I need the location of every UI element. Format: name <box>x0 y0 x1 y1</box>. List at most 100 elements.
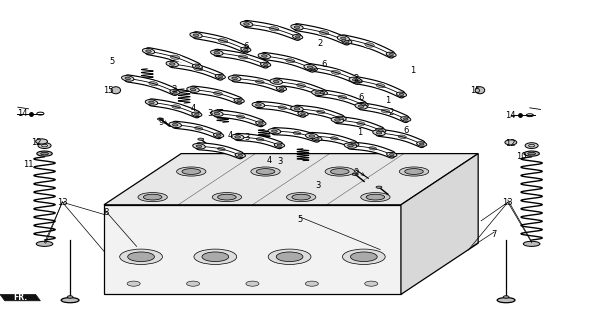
Ellipse shape <box>138 193 168 202</box>
Text: 9: 9 <box>354 168 359 177</box>
Text: 1: 1 <box>410 66 415 75</box>
Ellipse shape <box>268 249 311 264</box>
Ellipse shape <box>167 53 184 61</box>
Ellipse shape <box>345 40 349 43</box>
Ellipse shape <box>399 93 404 95</box>
Ellipse shape <box>143 48 154 54</box>
Ellipse shape <box>169 63 175 65</box>
Text: 4: 4 <box>267 156 271 165</box>
Ellipse shape <box>187 87 200 92</box>
Ellipse shape <box>294 108 300 110</box>
Ellipse shape <box>195 113 199 115</box>
Ellipse shape <box>276 86 287 91</box>
Polygon shape <box>104 205 401 294</box>
Ellipse shape <box>293 82 309 89</box>
Ellipse shape <box>387 152 397 157</box>
Ellipse shape <box>355 103 367 109</box>
Text: 6: 6 <box>321 60 327 68</box>
Ellipse shape <box>146 50 151 52</box>
Ellipse shape <box>312 136 322 141</box>
Text: 3: 3 <box>315 181 321 190</box>
Ellipse shape <box>146 80 162 87</box>
Text: 14: 14 <box>505 111 516 120</box>
Ellipse shape <box>357 122 365 125</box>
Ellipse shape <box>122 76 134 81</box>
Ellipse shape <box>352 79 358 81</box>
Ellipse shape <box>237 100 242 102</box>
Ellipse shape <box>111 87 121 94</box>
Text: 15: 15 <box>470 86 481 95</box>
Text: 13: 13 <box>503 198 513 207</box>
Ellipse shape <box>279 88 284 90</box>
Ellipse shape <box>349 77 361 83</box>
Text: 6: 6 <box>403 126 409 135</box>
Ellipse shape <box>195 126 203 130</box>
Text: 15: 15 <box>103 86 113 95</box>
Ellipse shape <box>266 25 283 32</box>
Ellipse shape <box>214 52 220 54</box>
Ellipse shape <box>231 134 244 140</box>
Ellipse shape <box>337 36 349 41</box>
Text: 12: 12 <box>31 138 42 147</box>
Ellipse shape <box>191 125 206 132</box>
Ellipse shape <box>166 61 178 67</box>
Ellipse shape <box>255 121 266 125</box>
Ellipse shape <box>253 137 267 142</box>
Ellipse shape <box>202 252 229 261</box>
Ellipse shape <box>305 133 318 139</box>
Ellipse shape <box>327 136 342 141</box>
Ellipse shape <box>173 91 177 93</box>
Text: 11: 11 <box>23 160 33 169</box>
Ellipse shape <box>314 138 319 140</box>
Text: 13: 13 <box>57 198 68 207</box>
Ellipse shape <box>194 67 203 71</box>
Ellipse shape <box>319 31 329 35</box>
Polygon shape <box>104 154 478 205</box>
Ellipse shape <box>344 143 357 148</box>
Ellipse shape <box>361 193 390 202</box>
Ellipse shape <box>317 91 327 95</box>
Ellipse shape <box>251 167 280 176</box>
Ellipse shape <box>268 129 281 134</box>
Ellipse shape <box>361 104 365 106</box>
Ellipse shape <box>475 87 485 94</box>
Ellipse shape <box>36 139 48 144</box>
Ellipse shape <box>352 78 362 83</box>
Ellipse shape <box>61 298 79 303</box>
Ellipse shape <box>170 90 180 94</box>
Ellipse shape <box>369 147 377 150</box>
Text: 9: 9 <box>159 118 164 127</box>
Ellipse shape <box>269 27 279 31</box>
Ellipse shape <box>143 194 162 200</box>
Polygon shape <box>0 294 40 301</box>
Ellipse shape <box>234 99 244 103</box>
Text: 1: 1 <box>357 128 362 137</box>
Ellipse shape <box>373 130 385 136</box>
Ellipse shape <box>67 296 73 298</box>
Ellipse shape <box>255 80 264 84</box>
Text: 5: 5 <box>109 57 114 66</box>
Ellipse shape <box>389 53 393 56</box>
Ellipse shape <box>210 111 223 116</box>
Ellipse shape <box>286 59 295 63</box>
Ellipse shape <box>256 169 275 174</box>
Ellipse shape <box>307 66 313 68</box>
Ellipse shape <box>274 143 285 147</box>
Text: 5: 5 <box>298 215 302 224</box>
Ellipse shape <box>290 106 304 111</box>
Ellipse shape <box>252 102 265 108</box>
Ellipse shape <box>399 167 429 176</box>
Ellipse shape <box>146 100 157 105</box>
Ellipse shape <box>233 114 248 120</box>
Ellipse shape <box>170 55 180 60</box>
Ellipse shape <box>525 143 538 148</box>
Ellipse shape <box>350 252 377 261</box>
Ellipse shape <box>505 140 517 145</box>
Ellipse shape <box>276 252 303 261</box>
Ellipse shape <box>235 136 241 138</box>
Ellipse shape <box>40 152 48 155</box>
Ellipse shape <box>270 79 283 84</box>
Ellipse shape <box>127 281 140 286</box>
Ellipse shape <box>255 104 261 106</box>
Ellipse shape <box>305 281 318 286</box>
